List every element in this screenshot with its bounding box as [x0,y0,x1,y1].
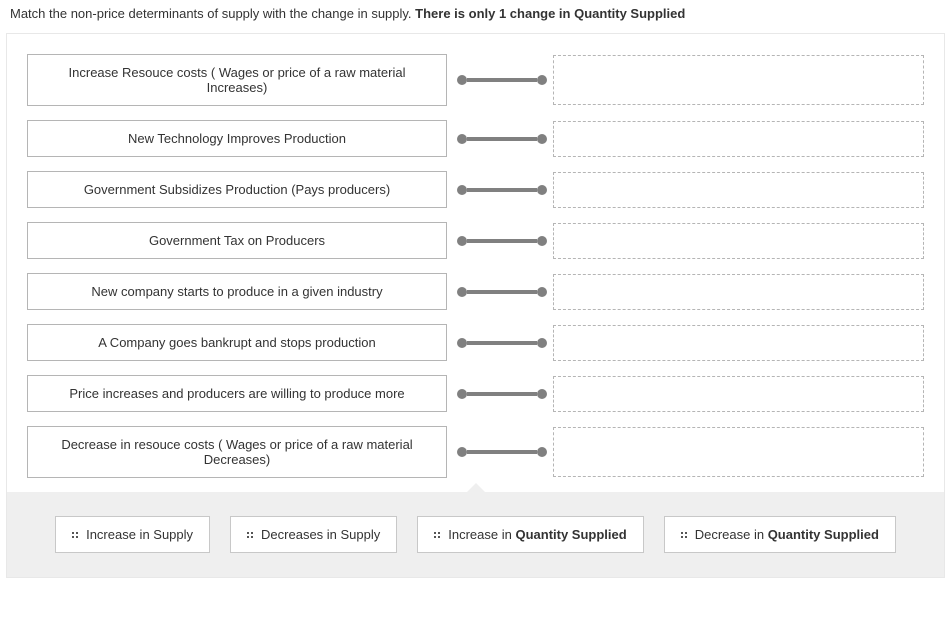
drop-zone[interactable] [553,274,924,310]
drop-zone[interactable] [553,172,924,208]
drag-handle-icon [681,532,687,538]
connector [457,236,547,246]
match-row: New Technology Improves Production [27,120,924,157]
match-row: Government Subsidizes Production (Pays p… [27,171,924,208]
connector [457,389,547,399]
match-row: Government Tax on Producers [27,222,924,259]
match-row: Price increases and producers are willin… [27,375,924,412]
connector [457,447,547,457]
drop-zone[interactable] [553,121,924,157]
drag-handle-icon [434,532,440,538]
choice-label: Decrease in Quantity Supplied [695,527,879,542]
prompt-box: Price increases and producers are willin… [27,375,447,412]
prompt-box: A Company goes bankrupt and stops produc… [27,324,447,361]
drag-handle-icon [247,532,253,538]
drag-handle-icon [72,532,78,538]
match-row: A Company goes bankrupt and stops produc… [27,324,924,361]
matching-panel: Increase Resouce costs ( Wages or price … [6,33,945,578]
connector [457,75,547,85]
prompt-box: New company starts to produce in a given… [27,273,447,310]
drop-zone[interactable] [553,376,924,412]
answer-choice[interactable]: Decrease in Quantity Supplied [664,516,896,553]
instructions-bold: There is only 1 change in Quantity Suppl… [415,6,685,21]
drop-zone[interactable] [553,55,924,105]
match-row: Increase Resouce costs ( Wages or price … [27,54,924,106]
choice-label: Decreases in Supply [261,527,380,542]
choice-label: Increase in Supply [86,527,193,542]
prompt-box: New Technology Improves Production [27,120,447,157]
connector [457,338,547,348]
prompt-box: Decrease in resouce costs ( Wages or pri… [27,426,447,478]
drop-zone[interactable] [553,427,924,477]
connector [457,185,547,195]
answer-choice[interactable]: Increase in Supply [55,516,210,553]
choice-label: Increase in Quantity Supplied [448,527,626,542]
match-row: New company starts to produce in a given… [27,273,924,310]
prompt-box: Increase Resouce costs ( Wages or price … [27,54,447,106]
connector [457,287,547,297]
prompt-box: Government Subsidizes Production (Pays p… [27,171,447,208]
answer-choice[interactable]: Decreases in Supply [230,516,397,553]
drop-zone[interactable] [553,223,924,259]
prompt-box: Government Tax on Producers [27,222,447,259]
match-row: Decrease in resouce costs ( Wages or pri… [27,426,924,478]
instructions-text: Match the non-price determinants of supp… [10,6,945,21]
rows-container: Increase Resouce costs ( Wages or price … [27,54,924,478]
instructions-plain: Match the non-price determinants of supp… [10,6,415,21]
choices-footer: Increase in Supply Decreases in Supply Inc… [7,492,944,577]
drop-zone[interactable] [553,325,924,361]
answer-choice[interactable]: Increase in Quantity Supplied [417,516,643,553]
connector [457,134,547,144]
